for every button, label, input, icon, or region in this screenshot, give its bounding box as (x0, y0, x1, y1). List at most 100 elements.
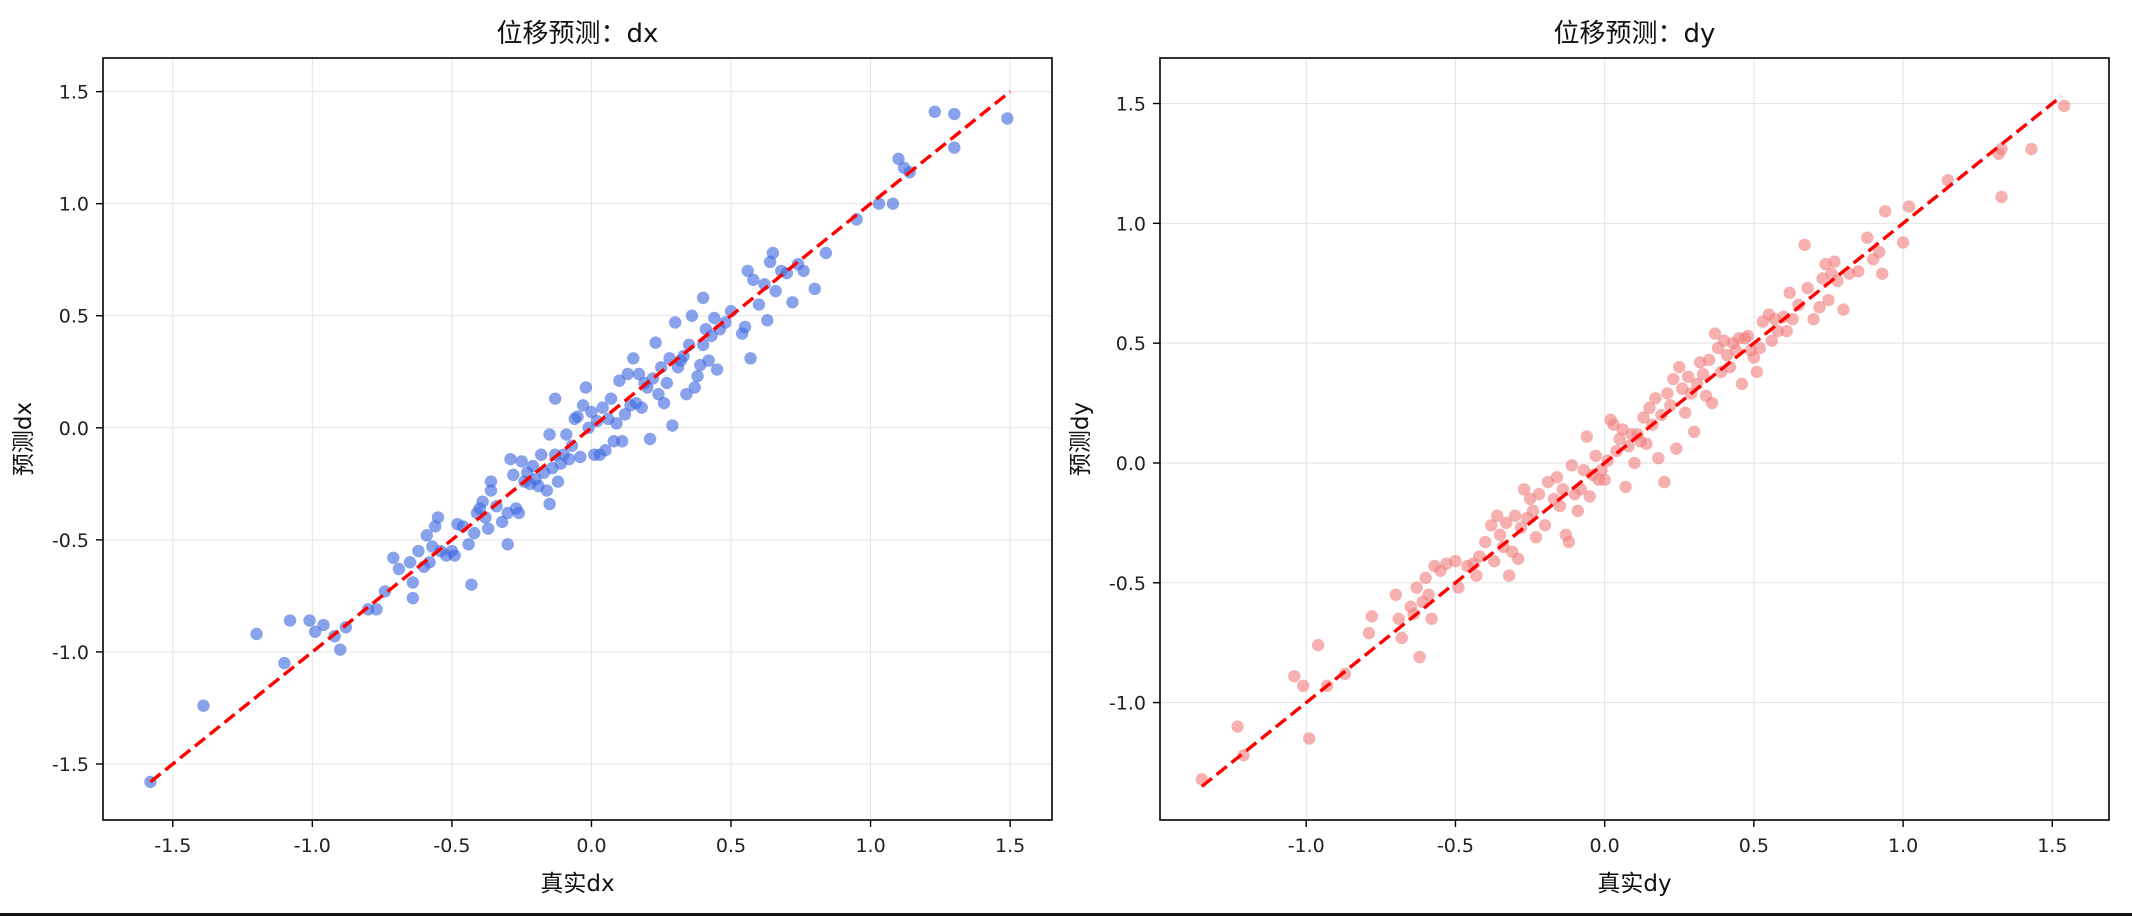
dx-data-point (515, 455, 528, 468)
dx-data-point (465, 578, 478, 591)
dx-data-point (649, 336, 662, 349)
dy-data-point (1622, 439, 1635, 453)
dy-x-tick-label: 1.5 (2037, 835, 2067, 857)
dx-data-point (370, 603, 383, 616)
dx-data-point (278, 656, 291, 670)
dy-y-axis-label: 预测dy (1068, 402, 1094, 476)
dx-y-tick-label: 0.0 (59, 418, 89, 440)
dx-data-point (303, 614, 316, 627)
dx-data-point (744, 352, 757, 365)
dy-data-point (1613, 432, 1626, 446)
dy-data-point (1422, 588, 1435, 601)
dx-data-point (535, 448, 548, 461)
dy-data-point (2025, 142, 2038, 156)
dy-x-tick-label: 0.0 (1590, 835, 1620, 857)
dx-x-tick-label: 0.5 (716, 835, 746, 857)
dy-data-point (1679, 406, 1692, 419)
dx-data-point (738, 320, 752, 334)
dy-data-point (1538, 519, 1552, 532)
dx-data-point (635, 401, 648, 414)
dy-data-point (1479, 535, 1492, 549)
dx-data-point (308, 625, 322, 638)
dx-data-point (702, 354, 715, 367)
dx-data-point (420, 529, 433, 542)
dy-reference-line-layer (1200, 95, 2063, 788)
dx-data-point (928, 105, 941, 118)
dy-axes-frame (1159, 57, 2110, 821)
dy-data-point (1702, 353, 1716, 367)
dx-x-tick-label: 1.5 (995, 835, 1025, 857)
dx-data-point (747, 273, 760, 287)
dy-data-point (1610, 444, 1623, 458)
dx-data-point (766, 246, 780, 260)
dx-data-point (769, 284, 782, 298)
dy-data-point (1896, 236, 1910, 249)
dy-data-point (1822, 293, 1835, 307)
dx-data-point (548, 392, 562, 405)
dx-data-point (406, 576, 420, 589)
dx-data-point (696, 291, 710, 305)
dy-data-point (1488, 555, 1501, 568)
dy-data-point (1589, 449, 1602, 462)
dy-data-point (1502, 569, 1516, 582)
dy-data-point (1303, 732, 1316, 745)
dx-data-point (507, 468, 520, 482)
dx-scatter-panel: -1.5 -1.0 -0.5 0.0 0.5 1.0 1.5 -1.5 -1.0 -0.5 0.0 0… (11, 19, 1053, 897)
dy-data-point (1297, 679, 1310, 693)
dy-data-point (1449, 555, 1462, 568)
dx-y-tick-label: -0.5 (52, 530, 89, 552)
dy-x-tick-label: 1.0 (1888, 835, 1918, 857)
dx-data-point (708, 311, 721, 325)
dy-data-point (1831, 274, 1844, 288)
dy-data-point (1783, 286, 1796, 300)
dy-data-point (1413, 650, 1426, 664)
dy-y-tick-label: 1.5 (1116, 94, 1146, 116)
dx-data-point (668, 316, 682, 329)
dy-data-point (1389, 588, 1402, 601)
dx-data-point (657, 396, 671, 410)
dy-data-point (1798, 238, 1811, 252)
dx-data-point (643, 432, 657, 446)
dx-data-point (495, 515, 509, 529)
dy-y-tick-label: 1.0 (1116, 213, 1146, 235)
dx-data-point (660, 376, 674, 390)
dy-data-point (1494, 528, 1507, 542)
dy-y-tick-label: -0.5 (1109, 573, 1146, 595)
dx-data-point (476, 495, 489, 508)
dx-reference-line (149, 90, 1012, 784)
dy-data-point (1741, 329, 1755, 343)
dx-data-point (627, 352, 640, 365)
dx-data-point (392, 562, 406, 576)
dy-data-point (1747, 351, 1761, 364)
dy-data-point (1708, 327, 1722, 340)
dy-x-tick-label: 0.5 (1739, 835, 1769, 857)
dy-data-point (1682, 370, 1695, 383)
dy-data-point (1750, 365, 1764, 379)
dy-data-point (2058, 99, 2071, 113)
dx-data-point (691, 370, 704, 383)
dx-data-point (448, 549, 461, 562)
dy-data-point (1571, 504, 1584, 518)
dx-data-point (610, 417, 623, 430)
dx-data-point (484, 475, 498, 488)
dy-chart-title: 位移预测：dy (1554, 19, 1716, 49)
dy-data-point (1995, 142, 2008, 156)
dx-data-point (604, 392, 618, 405)
dy-data-point (1753, 341, 1767, 355)
dx-data-point (468, 526, 481, 540)
dx-data-point (705, 329, 718, 343)
dy-y-tick-label: 0.0 (1116, 453, 1146, 475)
dy-data-point (1828, 255, 1841, 268)
dy-data-point (1470, 569, 1483, 582)
dx-data-point (752, 298, 766, 311)
dy-data-point (1392, 612, 1405, 625)
dy-data-point (1425, 612, 1438, 625)
dy-data-point (1565, 459, 1579, 472)
dx-y-tick-label: 0.5 (59, 306, 89, 328)
dx-points (144, 105, 1014, 789)
dy-data-point (1640, 437, 1653, 450)
dx-data-point (579, 381, 593, 394)
dy-data-point (1837, 303, 1850, 316)
dx-data-point (786, 296, 799, 309)
